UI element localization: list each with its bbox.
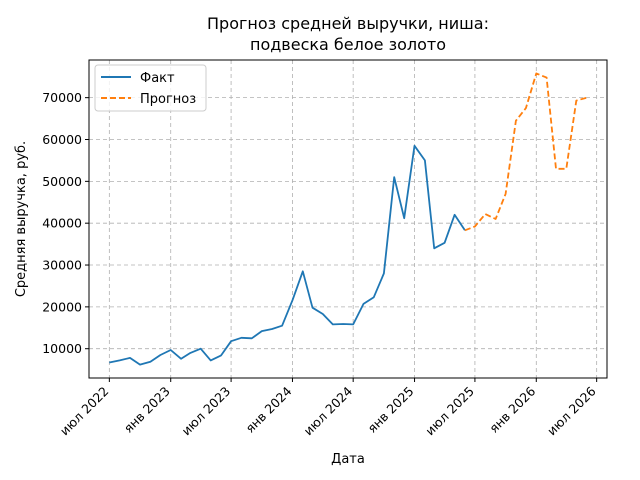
- y-tick-label: 60000: [42, 132, 82, 147]
- y-tick-label: 10000: [42, 341, 82, 356]
- legend-label-fact: Факт: [140, 71, 175, 86]
- chart-title-line-2: подвеска белое золото: [250, 35, 446, 54]
- series-line-forecast: [464, 72, 587, 232]
- plot-area-frame: [88, 59, 608, 379]
- y-tick-label: 50000: [42, 174, 82, 189]
- y-tick-label: 70000: [42, 90, 82, 105]
- series-lines: [109, 72, 587, 366]
- chart-title-line-1: Прогноз средней выручки, ниша:: [207, 14, 489, 33]
- x-axis-label: Дата: [331, 452, 365, 467]
- y-tick-label: 40000: [42, 216, 82, 231]
- y-tick-label: 30000: [42, 258, 82, 273]
- y-axis-ticks: 10000 20000 30000 40000 50000 60000 70000: [42, 90, 89, 356]
- y-tick-label: 20000: [42, 299, 82, 314]
- y-axis-label: Средняя выручка, руб.: [14, 141, 29, 297]
- legend-label-forecast: Прогноз: [140, 92, 196, 107]
- series-line-fact: [109, 144, 466, 366]
- legend: Факт Прогноз: [94, 64, 207, 112]
